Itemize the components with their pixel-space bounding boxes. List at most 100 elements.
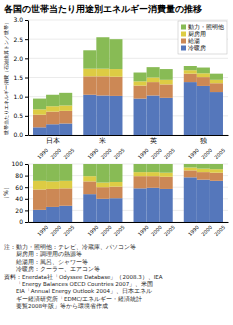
bar [134,188,147,222]
category-label: 2000 [99,147,112,160]
legend-swatch [181,46,186,51]
series [33,82,223,135]
bar [83,50,96,68]
series [33,37,223,109]
x-axis [29,222,229,223]
chart-container: 各国の世帯当たり用途別エネルギー消費量の推移0.00.51.01.52.02.5… [0,0,233,325]
bar [83,194,96,222]
tick: 20 [15,207,28,214]
bar [197,169,210,172]
tick-mark [25,58,28,59]
bar [160,164,173,173]
bar [33,181,46,190]
legend-item: 厨房用 [181,30,206,37]
tick-label: 0.5 [13,112,23,119]
bar [59,188,72,205]
bar [46,189,59,207]
tick-label: 80 [15,172,23,179]
bar [59,206,72,222]
bar [147,188,160,222]
bar [134,81,147,85]
category-label: 2000 [99,224,112,237]
tick-mark [25,39,28,40]
bar [33,210,46,222]
bar [109,96,122,135]
bar [33,190,46,210]
bar [134,172,147,176]
bar [96,69,109,77]
bar [59,181,72,189]
category-label: 2005 [163,224,176,237]
bar [109,182,122,187]
bar [46,181,59,189]
tick-mark [25,199,28,200]
y-axis-title: （%） [2,184,10,202]
bar [96,183,109,188]
bar [184,74,197,82]
bar [46,112,59,125]
axis-line [28,21,29,136]
bar [210,181,223,222]
bar [197,172,210,180]
category-label: 2005 [112,147,125,160]
tick-label: 2.5 [13,36,23,43]
group-tick: 米 [99,137,106,145]
bar [33,115,46,128]
bar [83,76,96,94]
legend-item: 冷暖房 [181,44,206,51]
category-label: 2005 [62,224,75,237]
bar [96,199,109,222]
note: EIA「Annual Energy Outlook 2004」、日本エネル [4,288,152,295]
bar [210,164,223,169]
category-label: 1990 [137,224,150,237]
tick: 2.0 [13,55,28,62]
note: 厨房用：調理用の熱源等 [4,250,82,257]
bar [33,99,46,110]
tick: 0.5 [13,112,28,119]
bar [134,99,147,135]
tick-mark [25,164,28,165]
bar [96,37,109,68]
bar [197,164,210,169]
bar [147,164,160,172]
bar [210,74,223,80]
bar [184,66,197,70]
category-label: 1990 [137,147,150,160]
series [33,69,223,115]
bar [147,176,160,188]
group-label: 日本 [46,137,60,145]
legend: 動力・照明他厨房用給湯冷暖房 [178,21,227,54]
bar [147,78,160,83]
category-label: 2005 [112,224,125,237]
bar [59,164,72,181]
bar [109,198,122,222]
category-label: 1990 [86,224,99,237]
bar [210,173,223,181]
category-labels: 1990200020051990200020051990200020051990… [36,147,226,160]
bar [210,83,223,92]
bar [83,181,96,194]
legend-swatch [181,32,186,37]
tick-mark [25,176,28,177]
bar [83,95,96,135]
category-label: 2005 [62,147,75,160]
bar [109,77,122,96]
note: 要覧2008年版」等から環境省作成 [4,302,108,309]
tick-mark [25,78,28,79]
bar [210,80,223,83]
bar [184,177,197,222]
chart-1: 0204060801001990200020051990200020051990… [2,160,228,309]
tick-label: 3.0 [13,16,23,23]
tick-label: 1.0 [13,93,23,100]
group-label: 英 [150,137,157,145]
grid [28,164,228,222]
grid-line [28,58,228,59]
note: 「Energy Balances OECD Countries 2007」、米国 [4,281,153,288]
y-axis: 020406080100 [12,160,29,225]
grid [28,20,228,135]
tick-label: 0.0 [13,131,23,138]
category-labels: 1990200020051990200020051990200020051990… [36,224,226,237]
tick: 2.5 [13,36,28,43]
legend-label: 動力・照明他 [188,24,224,30]
bar [46,124,59,135]
